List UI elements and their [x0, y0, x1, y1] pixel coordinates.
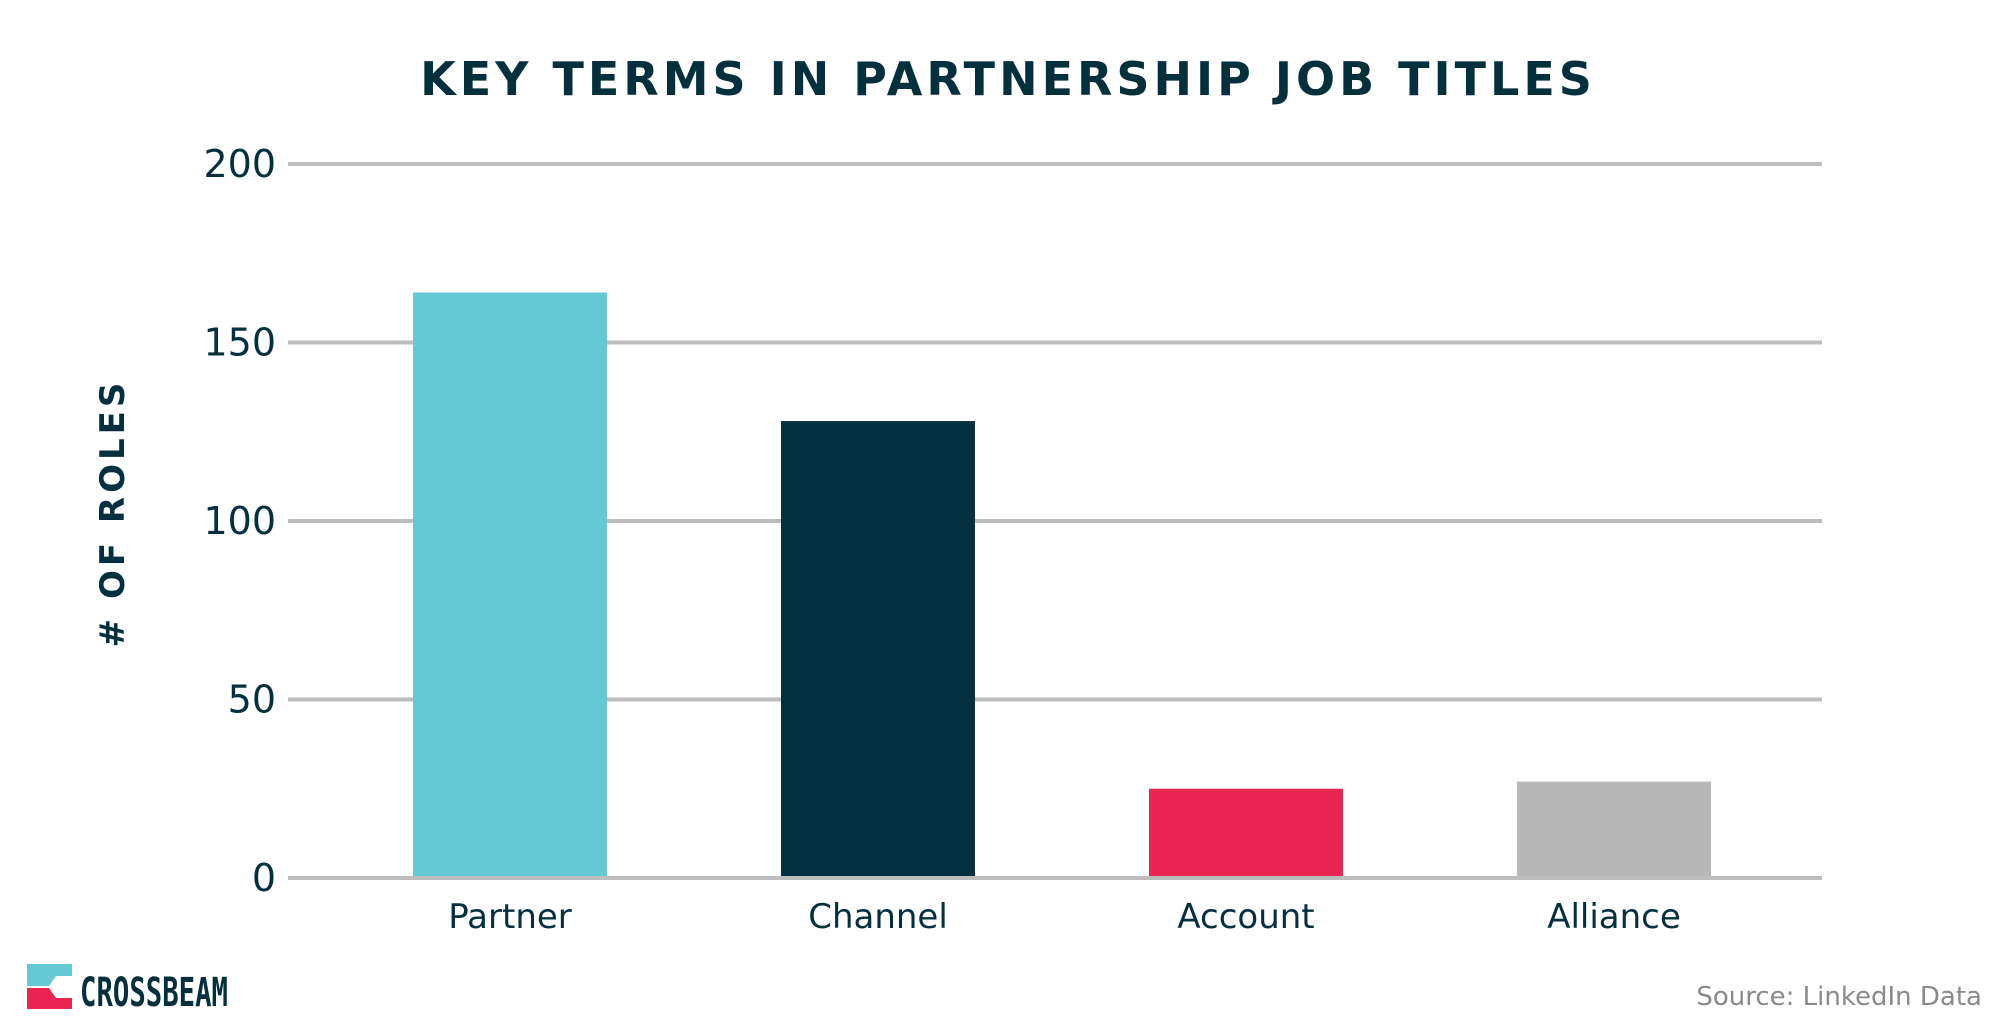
- y-tick-label: 0: [252, 856, 276, 900]
- x-axis-categories: Partner Channel Account Alliance: [448, 897, 1681, 937]
- bar-channel: [781, 421, 975, 878]
- y-tick-label: 200: [203, 142, 276, 186]
- crossbeam-logo-text: CROSSBEAM: [80, 970, 228, 1016]
- x-category-label: Channel: [808, 897, 948, 937]
- y-tick-label: 50: [228, 678, 276, 722]
- x-category-label: Account: [1177, 897, 1314, 937]
- crossbeam-logo: CROSSBEAM: [27, 964, 228, 1016]
- bar-alliance: [1517, 781, 1711, 878]
- bar-partner: [413, 292, 607, 878]
- source-note: Source: LinkedIn Data: [1696, 982, 1982, 1012]
- bar-account: [1149, 788, 1343, 878]
- crossbeam-logo-mark: [27, 964, 72, 1009]
- y-axis-ticks: 0 50 100 150 200: [203, 142, 276, 900]
- x-category-label: Alliance: [1547, 897, 1681, 937]
- y-tick-label: 100: [203, 499, 276, 543]
- y-tick-label: 150: [203, 321, 276, 365]
- chart-title: KEY TERMS IN PARTNERSHIP JOB TITLES: [420, 52, 1596, 106]
- x-category-label: Partner: [448, 897, 572, 937]
- y-axis-label: # OF ROLES: [93, 379, 133, 648]
- bars: [288, 292, 1822, 880]
